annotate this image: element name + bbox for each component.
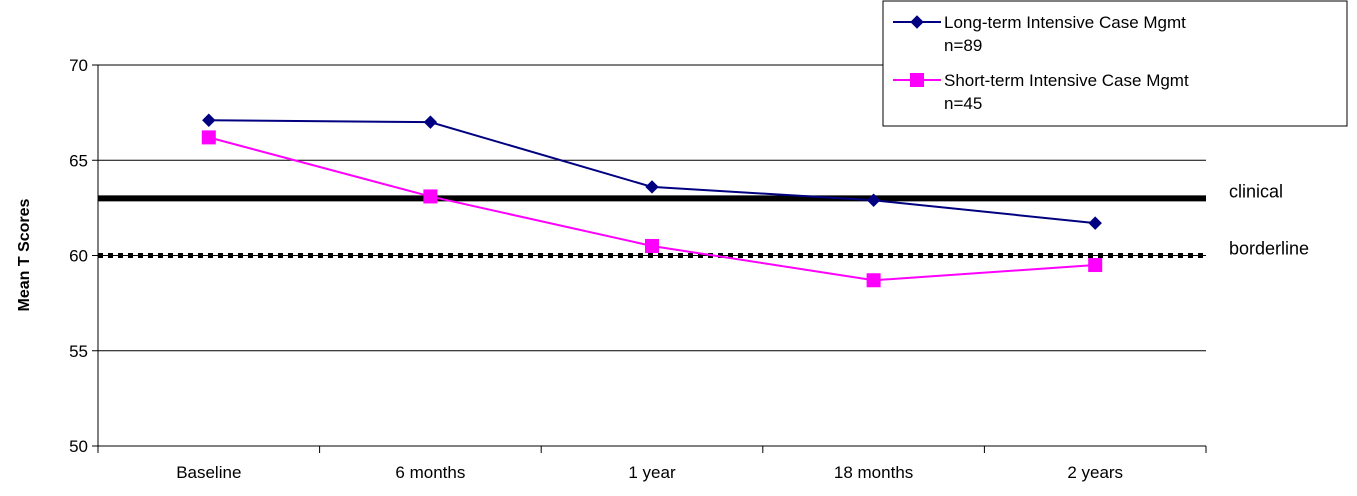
y-tick-label: 65 (69, 151, 88, 170)
data-point (645, 180, 659, 194)
reference-label-clinical: clinical (1229, 181, 1283, 201)
reference-label-borderline: borderline (1229, 239, 1309, 259)
series-line (208, 119, 1096, 225)
legend-box (882, 0, 1348, 127)
legend-label-long-term: Long-term Intensive Case Mgmt (944, 13, 1186, 32)
data-point (645, 238, 659, 253)
y-tick-label: 70 (69, 56, 88, 75)
data-point (866, 273, 881, 288)
data-point (202, 113, 216, 127)
legend-marker (910, 73, 924, 87)
legend-sample-short-term: n=45 (944, 94, 982, 113)
legend-sample-long-term: n=89 (944, 36, 982, 55)
x-tick-label: 18 months (834, 463, 913, 482)
data-point (1088, 258, 1103, 273)
data-point (423, 115, 438, 129)
y-tick-label: 55 (69, 342, 88, 361)
x-tick-label: Baseline (176, 463, 241, 482)
series-short-term (201, 130, 1103, 288)
legend-marker (910, 15, 924, 29)
y-tick-label: 60 (69, 247, 88, 266)
x-tick-label: 1 year (628, 463, 676, 482)
legend-label-short-term: Short-term Intensive Case Mgmt (944, 71, 1189, 90)
x-tick-label: 6 months (395, 463, 465, 482)
data-point (423, 189, 438, 204)
axes: 50 55 60 65 70 Baseline 6 months 1 year 18 month… (69, 56, 1207, 482)
data-point (201, 130, 216, 145)
series-long-term (202, 113, 1102, 230)
x-tick-label: 2 years (1067, 463, 1123, 482)
y-tick-label: 50 (69, 437, 88, 456)
legend: Long-term Intensive Case Mgmt n=89 Short-t… (882, 0, 1348, 127)
data-point (866, 193, 881, 207)
y-axis-title: Mean T Scores (16, 198, 33, 311)
data-point (1088, 216, 1102, 230)
reference-lines: clinical borderline (98, 181, 1309, 259)
data-series (201, 113, 1103, 288)
